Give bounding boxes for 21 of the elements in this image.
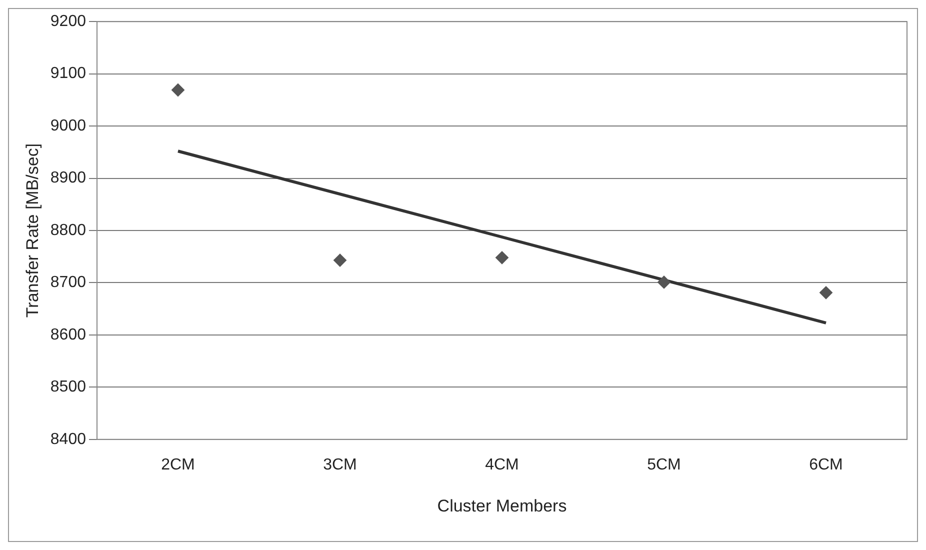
point <box>658 276 670 289</box>
y-axis-title: Transfer Rate [MB/sec] <box>22 143 42 318</box>
y-tick-label: 8700 <box>50 274 86 292</box>
point <box>171 84 184 97</box>
y-tick-label: 8900 <box>50 170 86 187</box>
x-tick-label: 4CM <box>485 456 519 474</box>
point <box>495 251 508 264</box>
y-tick-label: 9000 <box>50 117 86 134</box>
x-tick-label: 5CM <box>647 456 681 474</box>
y-tick-label: 8400 <box>50 430 86 448</box>
y-tick-label: 9200 <box>50 13 86 30</box>
x-tick-label: 3CM <box>323 456 357 474</box>
y-tick-label: 8600 <box>50 326 86 344</box>
y-tick-label: 8800 <box>50 222 86 239</box>
x-axis-title: Cluster Members <box>437 496 567 516</box>
y-tick-label: 9100 <box>50 65 86 82</box>
y-tick-label: 8500 <box>50 378 86 396</box>
x-tick-label: 2CM <box>161 456 195 474</box>
x-tick-label: 6CM <box>809 456 843 474</box>
point <box>333 254 346 267</box>
point <box>820 286 832 300</box>
